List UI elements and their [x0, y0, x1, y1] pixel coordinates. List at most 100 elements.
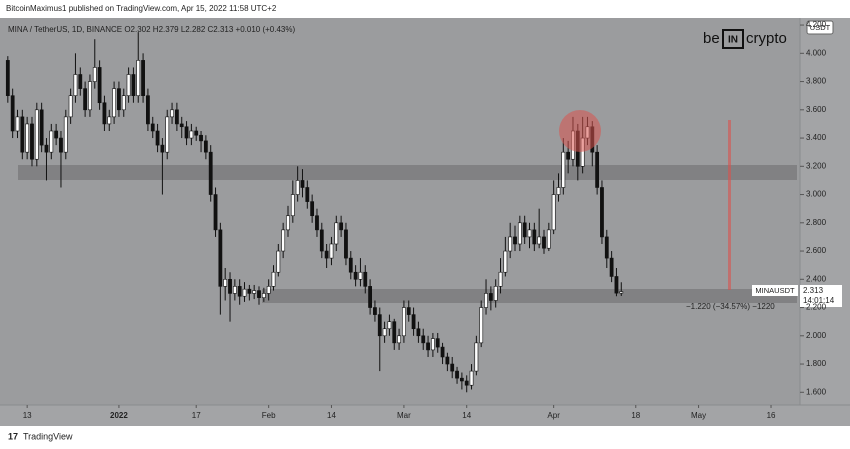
- candle-body: [146, 95, 150, 125]
- candle-body: [199, 134, 203, 142]
- publisher: BitcoinMaximus1 published on TradingView…: [6, 4, 277, 13]
- x-tick-label: 13: [23, 411, 32, 420]
- candle-body: [532, 229, 537, 245]
- logo-box: [722, 29, 744, 49]
- candle-body: [189, 130, 194, 139]
- plot-area: [0, 18, 800, 405]
- candle-body: [358, 271, 363, 280]
- candle-body: [353, 271, 358, 280]
- candle-body: [305, 187, 310, 202]
- candle-body: [397, 335, 401, 344]
- candle-body: [276, 250, 281, 273]
- candle-body: [208, 151, 213, 195]
- currency-tag: [806, 20, 834, 35]
- candle-body: [126, 74, 131, 96]
- candle-body: [508, 236, 513, 252]
- candle-body: [561, 151, 566, 188]
- candle-body: [5, 60, 10, 96]
- footer-icon: 17: [8, 431, 18, 441]
- candle-body: [546, 229, 551, 249]
- candle-body: [281, 229, 286, 252]
- candle-body: [440, 346, 445, 358]
- candle-body: [377, 314, 382, 337]
- candle-body: [339, 222, 344, 231]
- candle-body: [194, 130, 199, 136]
- candle-body: [445, 356, 450, 365]
- candle-body: [387, 321, 392, 330]
- candle-body: [464, 380, 469, 386]
- candle-body: [469, 370, 474, 386]
- candle-body: [170, 109, 174, 118]
- y-tick-label: 1.600: [806, 387, 827, 396]
- candle-body: [117, 88, 121, 111]
- candle-body: [257, 290, 261, 298]
- candle-body: [136, 60, 141, 96]
- candle-body: [373, 307, 377, 315]
- candle-body: [131, 74, 136, 96]
- candle-body: [542, 236, 546, 249]
- candle-body: [595, 151, 600, 188]
- candle-body: [488, 293, 493, 301]
- price-axis: [800, 18, 850, 405]
- candle-body: [484, 293, 488, 308]
- candle-body: [266, 286, 271, 294]
- price-tag-label: 2.313: [803, 286, 824, 295]
- candle-body: [411, 314, 416, 330]
- candle-body: [334, 222, 339, 245]
- y-tick-label: 3.800: [806, 77, 827, 86]
- candle-body: [68, 95, 73, 118]
- symbol-tag-label: MINAUSDT: [755, 286, 795, 295]
- footer: TradingView: [23, 431, 73, 441]
- y-tick-label: 2.400: [806, 274, 827, 283]
- candle-body: [430, 338, 435, 351]
- candle-body: [165, 116, 170, 153]
- candle-body: [522, 222, 527, 238]
- candle-body: [503, 250, 508, 273]
- y-tick-label: 3.400: [806, 133, 827, 142]
- candle-body: [34, 109, 39, 160]
- candle-body: [160, 144, 165, 153]
- candle-body: [121, 95, 126, 111]
- x-tick-label: Feb: [262, 411, 276, 420]
- candle-body: [73, 74, 78, 96]
- candle-body: [609, 257, 614, 277]
- candle-body: [513, 236, 517, 245]
- candle-body: [102, 102, 107, 125]
- y-tick-label: 4.000: [806, 48, 827, 57]
- candle-body: [363, 271, 368, 287]
- time-axis: [0, 405, 850, 426]
- candle-body: [107, 116, 112, 125]
- x-tick-label: Mar: [397, 411, 411, 420]
- plot: [5, 32, 797, 393]
- candle-body: [25, 123, 30, 153]
- candle-body: [566, 151, 571, 160]
- candle-body: [382, 328, 387, 337]
- logo: be: [703, 30, 720, 47]
- y-tick-label: 3.200: [806, 161, 827, 170]
- candle-body: [44, 144, 49, 153]
- candle-body: [88, 81, 92, 111]
- candle-body: [92, 67, 97, 82]
- countdown: 14:01:14: [803, 296, 835, 305]
- candle-body: [20, 116, 25, 153]
- candle-body: [537, 236, 542, 245]
- candle-body: [141, 60, 145, 96]
- currency-label: USDT: [810, 23, 831, 32]
- logo: IN: [728, 35, 738, 46]
- symbol-tag: [752, 285, 798, 296]
- y-tick-label: 3.600: [806, 105, 827, 114]
- y-tick-label: 3.000: [806, 190, 827, 199]
- candle-body: [261, 293, 266, 298]
- y-tick-label: 2.200: [806, 303, 827, 312]
- x-tick-label: 18: [631, 411, 640, 420]
- candle-body: [54, 130, 59, 139]
- candle-body: [619, 291, 624, 294]
- candle-body: [527, 229, 532, 238]
- candle-body: [421, 335, 426, 344]
- candle-body: [459, 377, 464, 382]
- candle-body: [49, 130, 54, 153]
- candle-body: [402, 307, 406, 337]
- candle-body: [392, 321, 397, 344]
